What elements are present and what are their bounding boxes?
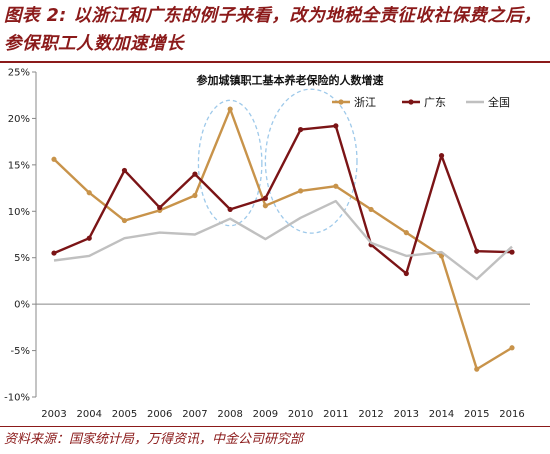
x-tick-label: 2016 [499,409,524,420]
chart-axes: -10% -5% 0% 5% 10% 15% 20% 25% 2003 2004 2005 2006 2… [4,68,530,420]
series-line [53,199,513,281]
data-point [333,183,339,189]
y-tick-label: 10% [8,207,30,218]
x-tick-label: 2009 [253,409,278,420]
x-tick-label: 2011 [323,409,348,420]
y-tick-label: -5% [11,346,30,357]
data-point [86,190,92,196]
data-point [333,123,339,129]
legend-label: 全国 [488,95,510,109]
data-point [51,250,57,256]
legend-label: 广东 [424,96,446,109]
legend-marker [408,99,414,105]
x-tick-label: 2004 [77,409,102,420]
y-tick-label: 5% [14,253,30,264]
y-tick-label: 15% [8,160,30,171]
chart-title: 参加城镇职工基本养老保险的人数增速 [197,73,384,87]
x-tick-label: 2008 [217,409,242,420]
data-point [157,204,163,211]
chart-legend: 浙江 广东 全国 [332,95,510,109]
footer-divider [0,426,550,427]
x-tick-label: 2010 [288,409,313,420]
data-point [474,248,480,254]
x-tick-label: 2012 [358,409,383,420]
data-point [438,152,445,159]
x-tick-label: 2006 [147,409,172,420]
x-tick-label: 2005 [112,409,137,420]
series-line [53,124,513,275]
figure-title: 图表 2: 以浙江和广东的例子来看，改为地税全责征收社保费之后，参保职工人数加速… [4,6,542,54]
x-tick-label: 2003 [41,409,66,420]
data-point [121,167,128,174]
chart-series [51,106,515,372]
y-tick-label: 20% [8,114,30,125]
chart-background [0,64,550,424]
header-divider [0,61,550,63]
data-point [403,230,409,236]
x-tick-label: 2015 [464,409,489,420]
x-tick-label: 2013 [394,409,419,420]
data-point [262,203,268,209]
y-tick-label: 25% [8,68,30,79]
legend-label: 浙江 [354,96,376,109]
highlight-ellipse [197,99,263,227]
data-point [474,366,480,372]
data-point [298,188,304,194]
data-point [509,249,515,255]
line-chart: -10% -5% 0% 5% 10% 15% 20% 25% 2003 2004 2005 2006 2… [0,64,550,424]
highlight-ellipse [264,88,358,234]
data-point [227,106,233,112]
y-tick-label: -10% [4,393,30,404]
data-point [227,206,233,213]
data-point [262,195,268,201]
y-tick-label: 0% [14,300,30,311]
data-point [192,171,198,177]
data-point [121,217,128,224]
data-point [298,126,304,133]
source-note: 资料来源：国家统计局，万得资讯，中金公司研究部 [4,432,304,447]
data-point [368,206,374,213]
data-point [509,345,515,351]
data-point [51,156,57,162]
legend-marker [338,99,344,105]
data-point [403,270,409,277]
x-tick-label: 2014 [429,409,454,420]
chart-annotations [197,88,358,234]
data-point [192,192,198,199]
x-tick-label: 2007 [182,409,207,420]
data-point [86,235,92,241]
